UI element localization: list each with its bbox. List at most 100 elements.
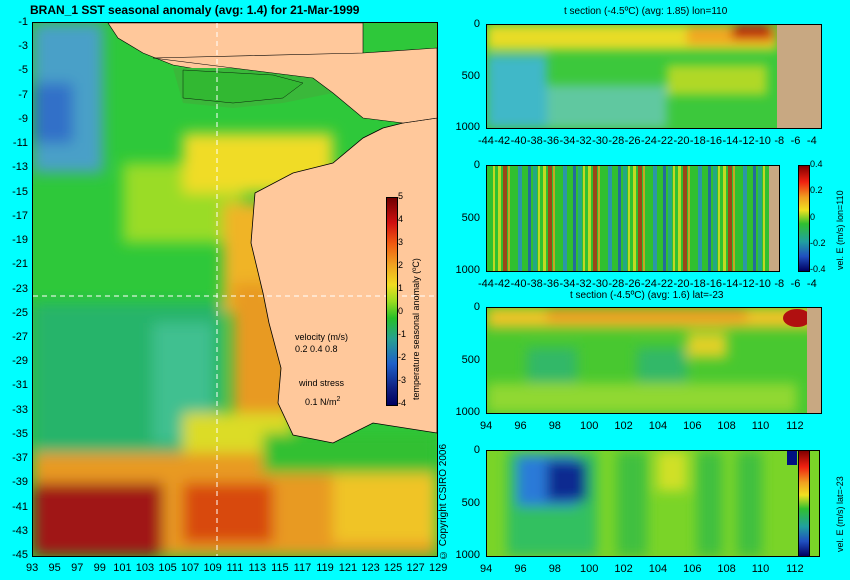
- map-title: BRAN_1 SST seasonal anomaly (avg: 1.4) f…: [30, 3, 360, 17]
- tick-label: 123: [361, 562, 380, 574]
- tick-label: -19: [12, 234, 28, 247]
- tick-label: -36: [543, 278, 560, 290]
- tick-label: 125: [383, 562, 403, 574]
- tick-label: 1: [398, 283, 404, 293]
- tick-label: -32: [575, 135, 592, 147]
- panel3-x-ticks: 94 96 98 100 102 104 106 108 110 112: [480, 420, 822, 433]
- tick-label: -40: [510, 278, 527, 290]
- tick-label: 95: [48, 562, 61, 574]
- tick-label: -20: [673, 135, 690, 147]
- tick-label: -9: [18, 112, 28, 125]
- tick-label: -3: [18, 40, 28, 53]
- panel2-y-ticks: 0 500 1000: [450, 160, 482, 276]
- tick-label: -15: [12, 185, 28, 198]
- tick-label: 96: [514, 563, 527, 575]
- panel4-colorbar: [798, 450, 810, 557]
- tick-label: 104: [648, 420, 668, 432]
- panel2-colorbar-ticks: 0.4 0.2 0 -0.2 -0.4: [810, 160, 832, 274]
- tick-label: -12: [738, 278, 755, 290]
- tick-label: -34: [559, 278, 576, 290]
- panel4-colorbar-ticks: [810, 450, 832, 557]
- tick-label: -5: [18, 64, 28, 77]
- tick-label: 106: [683, 420, 702, 432]
- tick-label: -8: [774, 135, 785, 147]
- panel2-velocity-section: [486, 165, 780, 272]
- panel4-x-ticks: 94 96 98 100 102 104 106 108 110 112: [480, 563, 822, 576]
- tick-label: 1000: [455, 406, 480, 418]
- tick-label: -17: [12, 209, 28, 222]
- panel3-y-ticks: 0 500 1000: [450, 302, 482, 418]
- tick-label: 113: [248, 562, 267, 574]
- tick-label: -37: [12, 452, 28, 465]
- tick-label: -10: [755, 278, 771, 290]
- tick-label: 127: [406, 562, 425, 574]
- tick-label: 117: [293, 562, 312, 574]
- tick-label: 0: [810, 211, 816, 222]
- tick-label: -39: [12, 476, 28, 489]
- panel3-title: t section (-4.5ºC) (avg: 1.6) lat=-23: [570, 290, 724, 301]
- tick-label: -0.4: [810, 264, 826, 274]
- tick-label: -28: [608, 278, 625, 290]
- tick-label: -16: [706, 135, 723, 147]
- tick-label: 94: [480, 420, 493, 432]
- tick-label: -30: [592, 135, 608, 147]
- panel3-temperature-section: [486, 307, 822, 414]
- tick-label: 94: [480, 563, 493, 575]
- tick-label: -26: [624, 135, 641, 147]
- tick-label: -29: [12, 355, 28, 368]
- tick-label: 4: [398, 214, 404, 224]
- tick-label: -44: [478, 135, 494, 147]
- tick-label: -1: [18, 16, 28, 28]
- sst-anomaly-map: velocity (m/s) 0.2 0.4 0.8 wind stress 0…: [32, 22, 438, 557]
- tick-label: 115: [271, 562, 289, 574]
- tick-label: -4: [398, 398, 407, 408]
- tick-label: -45: [12, 549, 28, 561]
- tick-label: -0.2: [810, 237, 826, 248]
- tick-label: -4: [806, 135, 817, 147]
- tick-label: 100: [580, 563, 599, 575]
- map-x-ticks: 93 95 97 99 101 103 105 107 109 111 113 115 117 119 12…: [26, 562, 447, 577]
- tick-label: 108: [717, 563, 736, 575]
- map-y-ticks: -1 -3 -5 -7 -9 -11 -13 -15 -17 -19 -21 -23 -25 -27 -29…: [0, 17, 30, 561]
- tick-label: 103: [135, 562, 155, 574]
- tick-label: 500: [461, 211, 480, 224]
- tick-label: -6: [790, 135, 801, 147]
- tick-label: -1: [398, 329, 407, 339]
- tick-label: 3: [398, 237, 404, 247]
- tick-label: -28: [608, 135, 625, 147]
- tick-label: -18: [689, 278, 706, 290]
- tick-label: 2: [398, 260, 404, 270]
- panel4-velocity-section: [486, 450, 820, 557]
- tick-label: 500: [461, 69, 480, 82]
- tick-label: -38: [526, 135, 543, 147]
- tick-label: -4: [806, 278, 817, 290]
- tick-label: -41: [12, 500, 28, 513]
- tick-label: 0.2: [810, 185, 823, 196]
- tick-label: 0: [473, 18, 480, 30]
- tick-label: -22: [657, 135, 674, 147]
- tick-label: -7: [18, 88, 28, 101]
- tick-label: -16: [706, 278, 723, 290]
- panel2-colorbar-label: vel. E (m/s) lon=110: [835, 190, 845, 270]
- tick-label: -21: [12, 258, 28, 271]
- tick-label: 102: [614, 563, 633, 575]
- tick-label: -42: [494, 135, 511, 147]
- tick-label: 500: [461, 353, 480, 366]
- velocity-legend-values: 0.2 0.4 0.8: [295, 344, 338, 354]
- panel4-colorbar-label: vel. E (m/s) lat=-23: [835, 476, 845, 552]
- panel1-temperature-section: [486, 24, 822, 129]
- tick-label: 99: [93, 562, 106, 574]
- panel2-colorbar: [798, 165, 810, 272]
- tick-label: -12: [738, 135, 755, 147]
- tick-label: -26: [624, 278, 641, 290]
- tick-label: 98: [548, 420, 561, 432]
- tick-label: -40: [510, 135, 527, 147]
- panel1-x-ticks: -44 -42 -40 -38 -36 -34 -32 -30 -28 -26 -24 -22 -20-…: [478, 135, 822, 148]
- tick-label: -24: [640, 278, 657, 290]
- tick-label: 105: [158, 562, 177, 574]
- tick-label: 106: [683, 563, 702, 575]
- panel1-title: t section (-4.5ºC) (avg: 1.85) lon=110: [564, 6, 728, 17]
- tick-label: -32: [575, 278, 592, 290]
- tick-label: 0: [473, 301, 480, 313]
- tick-label: -27: [12, 330, 28, 343]
